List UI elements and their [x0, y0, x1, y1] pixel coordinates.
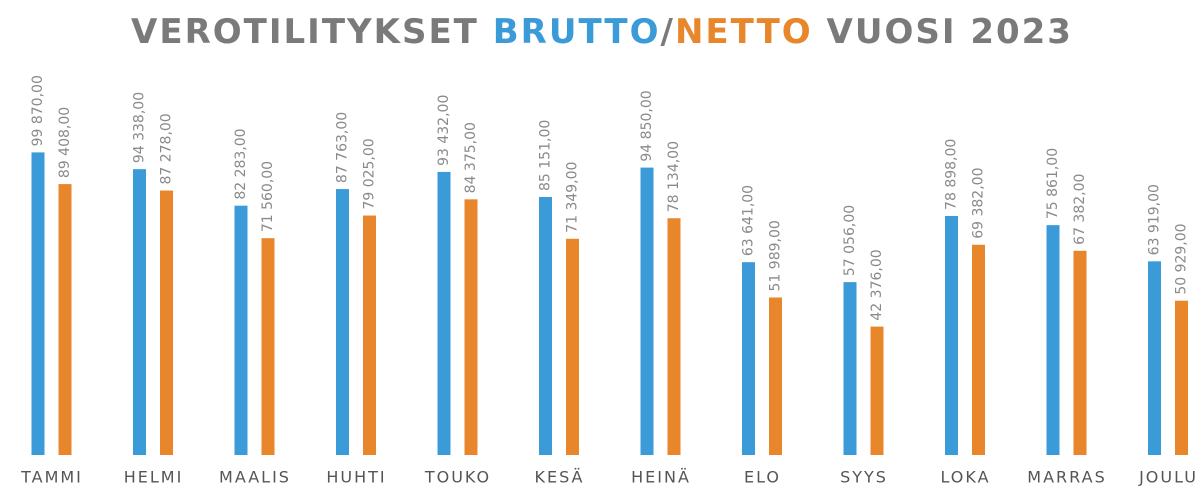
bar [363, 215, 376, 455]
x-tick-label: HUHTI [326, 468, 386, 487]
value-label: 84 375,00 [463, 122, 479, 193]
title-prefix: VEROTILITYKSET [131, 12, 479, 52]
value-label: 50 929,00 [1174, 223, 1190, 294]
value-label: 51 989,00 [768, 220, 784, 291]
bar [336, 189, 349, 455]
bar [31, 152, 45, 455]
value-label: 63 641,00 [741, 185, 757, 256]
value-label: 42 376,00 [869, 249, 885, 320]
bar [160, 190, 173, 455]
bar [972, 244, 985, 455]
value-label: 79 025,00 [362, 138, 378, 209]
x-tick-label: MAALIS [219, 468, 291, 487]
value-label: 69 382,00 [971, 168, 987, 239]
bar [843, 282, 857, 455]
value-label: 78 134,00 [666, 141, 682, 212]
title-suffix: VUOSI 2023 [827, 12, 1073, 52]
x-tick-label: JOULU [1138, 468, 1198, 487]
value-label: 63 919,00 [1147, 184, 1163, 255]
bar [1046, 225, 1060, 455]
bar [261, 238, 275, 455]
bar [234, 205, 248, 455]
bar [1148, 261, 1161, 455]
value-label: 87 763,00 [335, 112, 351, 183]
bar [667, 218, 681, 455]
value-label: 93 432,00 [436, 95, 452, 166]
bar [539, 196, 552, 455]
value-label: 99 870,00 [30, 75, 46, 146]
x-tick-label: ELO [744, 468, 781, 487]
bar [566, 238, 579, 455]
value-label: 82 283,00 [233, 128, 249, 199]
value-label: 87 278,00 [159, 113, 175, 184]
chart-title: VEROTILITYKSET BRUTTO/NETTO VUOSI 2023 [131, 12, 1073, 52]
value-label: 71 560,00 [260, 161, 276, 232]
x-tick-label: TAMMI [20, 468, 83, 487]
value-label: 94 338,00 [132, 92, 148, 163]
value-label: 57 056,00 [842, 205, 858, 276]
bar [742, 262, 755, 455]
legend-brutto: BRUTTO [493, 12, 661, 52]
bar [870, 326, 884, 455]
x-tick-label: LOKA [940, 468, 990, 487]
bar [945, 215, 958, 455]
x-tick-label: HELMI [124, 468, 184, 487]
x-tick-label: HEINÄ [631, 468, 691, 487]
x-tick-label: TOUKO [424, 468, 491, 487]
bar [1175, 300, 1188, 455]
legend-netto: NETTO [675, 12, 813, 52]
value-label: 85 151,00 [538, 120, 554, 191]
value-label: 71 349,00 [565, 162, 581, 233]
bar [58, 184, 72, 456]
x-tick-label: SYYS [840, 468, 888, 487]
bar [1073, 250, 1087, 455]
value-label: 75 861,00 [1045, 148, 1061, 219]
value-label: 89 408,00 [57, 107, 73, 178]
bar [640, 167, 654, 456]
bar [464, 199, 478, 455]
value-label: 78 898,00 [944, 139, 960, 210]
value-label: 94 850,00 [639, 90, 655, 161]
title-separator: / [661, 12, 675, 52]
bar [437, 171, 451, 455]
x-tick-label: MARRAS [1027, 468, 1106, 487]
x-tick-label: KESÄ [535, 468, 585, 487]
bar [769, 297, 782, 455]
bar [133, 169, 146, 455]
value-label: 67 382,00 [1072, 174, 1088, 245]
